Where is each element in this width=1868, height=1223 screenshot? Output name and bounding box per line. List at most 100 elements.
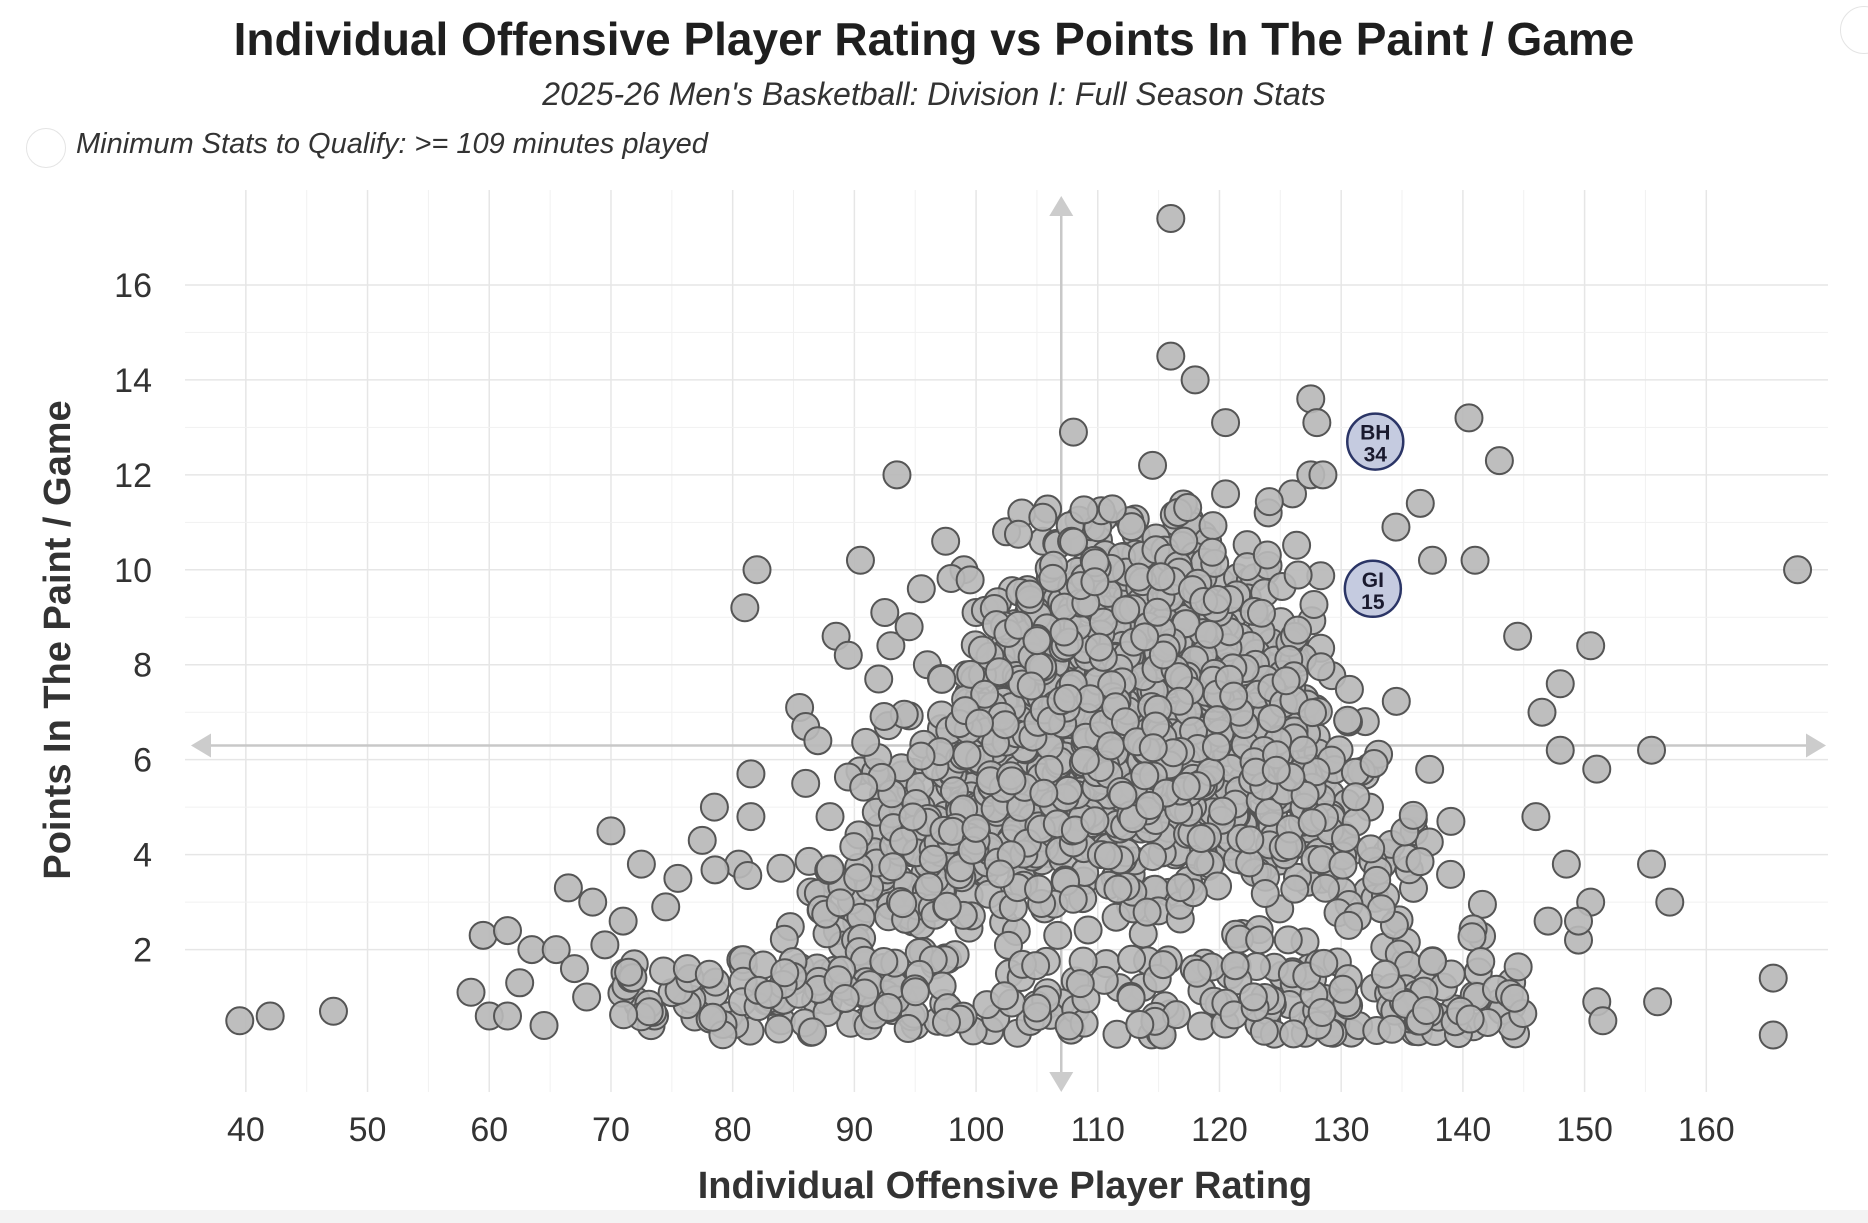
data-point[interactable] — [1521, 802, 1551, 832]
data-point[interactable] — [1564, 906, 1594, 936]
data-point[interactable] — [1148, 640, 1178, 670]
data-point[interactable] — [1302, 408, 1332, 438]
data-point[interactable] — [952, 740, 982, 770]
data-point[interactable] — [956, 659, 986, 689]
data-point[interactable] — [906, 741, 936, 771]
data-point[interactable] — [1310, 873, 1340, 903]
data-point[interactable] — [894, 612, 924, 642]
data-point[interactable] — [505, 968, 535, 998]
data-point[interactable] — [1148, 950, 1178, 980]
data-point[interactable] — [1398, 800, 1428, 830]
data-point[interactable] — [1132, 897, 1162, 927]
data-point[interactable] — [1093, 841, 1123, 871]
data-point[interactable] — [888, 889, 918, 919]
data-point[interactable] — [931, 526, 961, 556]
data-point[interactable] — [699, 792, 729, 822]
data-point[interactable] — [878, 852, 908, 882]
data-point[interactable] — [1024, 874, 1054, 904]
data-point[interactable] — [990, 710, 1020, 740]
data-point[interactable] — [964, 708, 994, 738]
data-point[interactable] — [1758, 963, 1788, 993]
data-point[interactable] — [1235, 825, 1265, 855]
data-point[interactable] — [1038, 563, 1068, 593]
data-point[interactable] — [932, 891, 962, 921]
data-point[interactable] — [493, 916, 523, 946]
data-point[interactable] — [1080, 806, 1110, 836]
qualify-toggle-circle[interactable] — [26, 128, 66, 168]
data-point[interactable] — [1125, 1010, 1155, 1040]
data-point[interactable] — [1201, 732, 1231, 762]
data-point[interactable] — [663, 863, 693, 893]
data-point[interactable] — [1500, 983, 1530, 1013]
data-point[interactable] — [1296, 384, 1326, 414]
data-point[interactable] — [1283, 560, 1313, 590]
data-point[interactable] — [1130, 761, 1160, 791]
data-point[interactable] — [803, 726, 833, 756]
data-point[interactable] — [1069, 495, 1099, 525]
data-point[interactable] — [1084, 632, 1114, 662]
data-point[interactable] — [1029, 778, 1059, 808]
data-point[interactable] — [651, 892, 681, 922]
data-point[interactable] — [1282, 530, 1312, 560]
data-point[interactable] — [1362, 865, 1392, 895]
data-point[interactable] — [1117, 512, 1147, 542]
data-point[interactable] — [955, 565, 985, 595]
data-point[interactable] — [1250, 878, 1280, 908]
data-point[interactable] — [1405, 488, 1435, 518]
data-point[interactable] — [900, 977, 930, 1007]
data-point[interactable] — [1576, 631, 1606, 661]
data-point[interactable] — [1273, 925, 1303, 955]
data-point[interactable] — [1283, 615, 1313, 645]
data-point[interactable] — [529, 1011, 559, 1041]
data-point[interactable] — [931, 1007, 961, 1037]
data-point[interactable] — [608, 906, 638, 936]
data-point[interactable] — [1582, 754, 1612, 784]
data-point[interactable] — [1309, 948, 1339, 978]
data-point[interactable] — [1460, 545, 1490, 575]
data-point[interactable] — [572, 982, 602, 1012]
data-point[interactable] — [1334, 910, 1364, 940]
data-point[interactable] — [1219, 681, 1249, 711]
data-point[interactable] — [766, 853, 796, 883]
data-point[interactable] — [1165, 873, 1195, 903]
data-point[interactable] — [1417, 946, 1447, 976]
data-point[interactable] — [1089, 965, 1119, 995]
data-point[interactable] — [1211, 479, 1241, 509]
data-point[interactable] — [815, 802, 845, 832]
data-point[interactable] — [694, 959, 724, 989]
data-point[interactable] — [1016, 671, 1046, 701]
data-point[interactable] — [764, 1014, 794, 1044]
data-point[interactable] — [1341, 782, 1371, 812]
data-point[interactable] — [698, 1002, 728, 1032]
data-point[interactable] — [1135, 791, 1165, 821]
data-point[interactable] — [1484, 446, 1514, 476]
data-point[interactable] — [1022, 993, 1052, 1023]
data-point[interactable] — [700, 855, 730, 885]
data-point[interactable] — [1130, 622, 1160, 652]
data-point[interactable] — [1308, 460, 1338, 490]
data-point[interactable] — [882, 460, 912, 490]
data-point[interactable] — [1758, 1020, 1788, 1050]
data-point[interactable] — [1058, 417, 1088, 447]
data-point[interactable] — [1173, 493, 1203, 523]
data-point[interactable] — [1299, 590, 1329, 620]
data-point[interactable] — [1356, 834, 1386, 864]
data-point[interactable] — [1070, 745, 1100, 775]
data-point[interactable] — [815, 854, 845, 884]
data-point[interactable] — [1171, 771, 1201, 801]
data-point[interactable] — [1197, 537, 1227, 567]
data-point[interactable] — [791, 768, 821, 798]
data-point[interactable] — [1252, 540, 1282, 570]
data-point[interactable] — [1180, 365, 1210, 395]
data-point[interactable] — [1080, 567, 1110, 597]
data-point[interactable] — [1103, 874, 1133, 904]
data-point[interactable] — [1415, 754, 1445, 784]
data-point[interactable] — [985, 859, 1015, 889]
data-point[interactable] — [590, 930, 620, 960]
data-point[interactable] — [1238, 982, 1268, 1012]
data-point[interactable] — [1142, 597, 1172, 627]
data-point[interactable] — [869, 701, 899, 731]
data-point[interactable] — [984, 657, 1014, 687]
data-point[interactable] — [1359, 749, 1389, 779]
